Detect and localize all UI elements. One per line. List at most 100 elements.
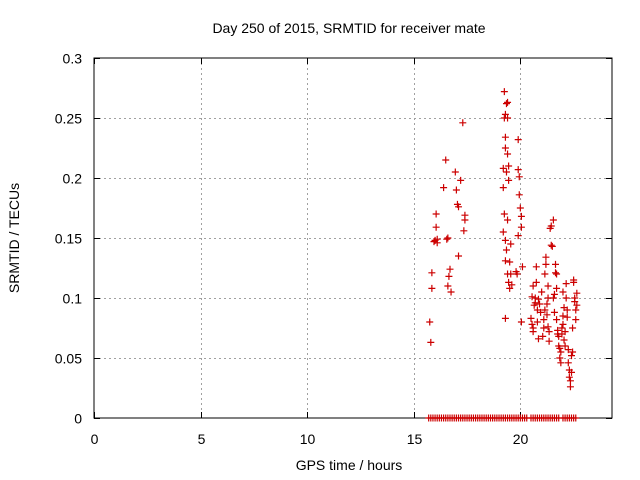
data-point xyxy=(572,316,580,324)
data-point xyxy=(548,242,556,250)
data-point xyxy=(540,324,548,332)
data-point xyxy=(504,98,512,106)
data-point xyxy=(528,320,536,328)
x-tick-label: 5 xyxy=(198,431,206,447)
data-point xyxy=(455,252,463,260)
data-point xyxy=(540,316,548,324)
data-point xyxy=(573,289,581,297)
y-tick-label: 0.15 xyxy=(55,231,82,247)
data-point xyxy=(547,241,555,249)
x-tick-label: 15 xyxy=(407,431,423,447)
data-point xyxy=(507,240,515,248)
data-point xyxy=(501,257,509,265)
data-point xyxy=(549,216,557,224)
data-point xyxy=(515,191,523,199)
data-point xyxy=(564,359,572,367)
data-point xyxy=(559,320,567,328)
y-tick-label: 0.25 xyxy=(55,111,82,127)
y-tick-label: 0.1 xyxy=(63,291,83,307)
data-point xyxy=(550,290,558,298)
data-point xyxy=(443,235,451,243)
data-point xyxy=(573,301,581,309)
data-point xyxy=(501,144,509,152)
data-point xyxy=(565,373,573,381)
data-point xyxy=(552,260,560,268)
data-point xyxy=(542,253,550,261)
data-point xyxy=(452,186,460,194)
data-point xyxy=(544,282,552,290)
data-point xyxy=(558,324,566,332)
data-point xyxy=(455,203,463,211)
data-point xyxy=(534,295,542,303)
data-point xyxy=(518,263,526,271)
data-point xyxy=(557,359,565,367)
y-tick-label: 0 xyxy=(74,411,82,427)
data-point xyxy=(517,223,525,231)
data-point xyxy=(501,314,509,322)
data-point xyxy=(451,168,459,176)
data-point xyxy=(499,228,507,236)
data-point xyxy=(501,110,509,118)
data-point xyxy=(552,269,560,277)
data-point xyxy=(553,316,561,324)
data-point xyxy=(532,278,540,286)
data-point xyxy=(515,173,523,181)
data-point xyxy=(562,280,570,288)
data-point xyxy=(567,352,575,360)
data-point xyxy=(547,222,555,230)
data-point xyxy=(514,166,522,174)
data-point xyxy=(531,294,539,302)
data-point xyxy=(553,270,561,278)
data-point xyxy=(457,176,465,184)
data-point xyxy=(559,288,567,296)
data-point xyxy=(513,270,521,278)
data-point xyxy=(501,236,509,244)
data-point xyxy=(504,114,512,122)
data-point xyxy=(506,284,514,292)
data-point xyxy=(539,332,547,340)
data-point xyxy=(542,260,550,268)
data-point xyxy=(505,176,513,184)
data-point xyxy=(545,337,553,345)
data-point xyxy=(444,282,452,290)
data-point xyxy=(561,328,569,336)
data-point xyxy=(528,293,536,301)
data-point xyxy=(445,272,453,280)
x-tick-label: 10 xyxy=(300,431,316,447)
x-tick-labels: 0 5 10 15 20 xyxy=(91,431,529,447)
data-point xyxy=(571,298,579,306)
data-point xyxy=(570,278,578,286)
data-point xyxy=(517,212,525,220)
data-point xyxy=(440,184,448,192)
data-point xyxy=(567,368,575,376)
data-point xyxy=(563,313,571,321)
data-point xyxy=(461,216,469,224)
data-point xyxy=(502,168,510,176)
data-point xyxy=(442,156,450,164)
data-point xyxy=(506,258,514,266)
data-point xyxy=(527,314,535,322)
data-point xyxy=(432,210,440,218)
y-tick-label: 0.05 xyxy=(55,351,82,367)
data-point xyxy=(499,184,507,192)
chart-title: Day 250 of 2015, SRMTID for receiver mat… xyxy=(212,20,485,36)
data-point xyxy=(541,306,549,314)
data-point xyxy=(559,312,567,320)
data-point xyxy=(562,294,570,302)
y-tick-label: 0.2 xyxy=(63,171,83,187)
data-point xyxy=(460,227,468,235)
data-point xyxy=(500,88,508,96)
data-point xyxy=(557,348,565,356)
data-point xyxy=(541,270,549,278)
data-point xyxy=(534,335,542,343)
data-point xyxy=(502,100,510,108)
data-point xyxy=(572,414,580,422)
data-point xyxy=(543,300,551,308)
data-point xyxy=(507,270,515,278)
x-axis-label: GPS time / hours xyxy=(296,457,403,473)
data-point xyxy=(532,263,540,271)
data-point xyxy=(426,318,434,326)
data-point xyxy=(536,300,544,308)
data-point xyxy=(553,284,561,292)
